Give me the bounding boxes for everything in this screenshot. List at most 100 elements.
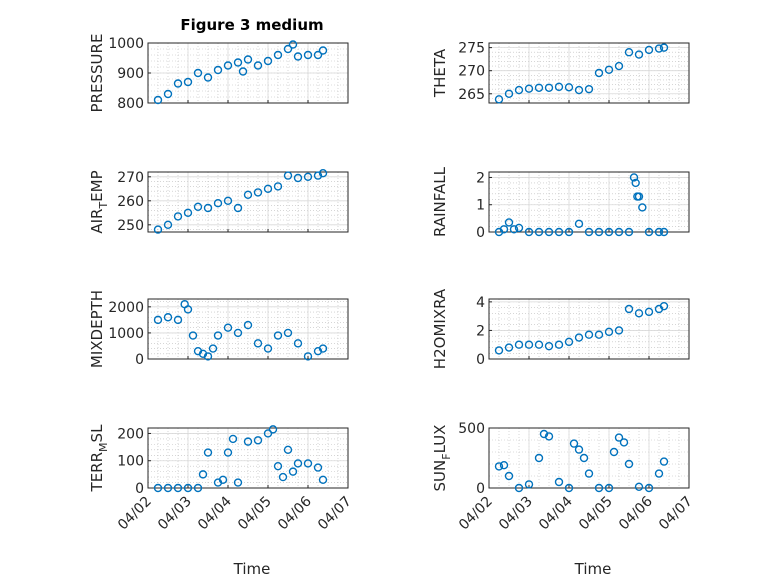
data-point	[504, 471, 514, 481]
data-point	[659, 457, 669, 466]
data-point	[253, 339, 263, 348]
subplot-sun-flux: 0 500 04/02 04/03 04/04 04/05 04/06 04/07 SUNFLU…	[431, 421, 696, 533]
data-point	[153, 315, 163, 325]
data-point	[654, 44, 664, 53]
data-point	[579, 453, 589, 463]
data-point	[243, 320, 253, 330]
data-point	[604, 65, 614, 74]
x-tick-label: 04/07	[656, 494, 696, 534]
data-point	[208, 344, 218, 353]
y-tick-label: 1000	[108, 36, 144, 52]
data-point	[504, 343, 514, 352]
data-point	[193, 202, 203, 212]
data-point	[318, 168, 328, 178]
data-point	[534, 83, 544, 92]
data-point	[283, 171, 293, 180]
data-point	[318, 475, 328, 485]
data-point	[534, 453, 544, 463]
data-point	[153, 483, 163, 493]
data-point	[544, 432, 554, 441]
data-point	[524, 227, 534, 237]
data-point	[253, 188, 263, 197]
data-point	[614, 326, 624, 335]
data-point	[594, 227, 604, 237]
y-tick-label: 2	[476, 323, 485, 339]
data-point	[188, 331, 198, 340]
data-point	[173, 212, 183, 221]
data-point	[303, 352, 313, 361]
data-point	[288, 467, 298, 476]
data-point	[293, 459, 303, 468]
y-tick-label: 2000	[108, 300, 144, 316]
data-point	[514, 340, 524, 349]
figure-title: Figure 3 medium	[180, 16, 323, 34]
data-point	[594, 483, 604, 493]
data-point	[624, 459, 634, 469]
y-tick-label: 800	[117, 96, 144, 112]
data-point	[263, 184, 273, 194]
data-point	[574, 219, 584, 229]
data-point	[203, 448, 213, 457]
axes-box	[488, 427, 690, 489]
data-point	[303, 50, 313, 60]
data-point	[223, 196, 233, 206]
data-point	[594, 68, 604, 78]
data-point	[509, 225, 519, 234]
data-point	[173, 79, 183, 88]
data-point	[564, 337, 574, 347]
y-tick-label: 500	[458, 421, 485, 437]
data-point	[629, 173, 639, 182]
data-point	[273, 182, 283, 191]
data-point	[604, 227, 614, 237]
x-tick-label: 04/04	[195, 493, 235, 533]
data-point	[534, 227, 544, 237]
subplot-theta: 265 270 275 THETA	[431, 41, 690, 104]
y-tick-label: 200	[117, 426, 144, 442]
data-point	[624, 48, 634, 57]
data-point	[554, 82, 564, 92]
data-point	[273, 50, 283, 60]
data-point	[564, 227, 574, 237]
y-tick-label: 1	[476, 198, 485, 214]
y-tick-label: 0	[476, 352, 485, 368]
y-tick-label: 100	[117, 454, 144, 470]
y-tick-label: 260	[117, 194, 144, 210]
data-point	[654, 469, 664, 478]
y-tick-label: 900	[117, 66, 144, 82]
data-point	[203, 352, 213, 361]
data-point	[263, 429, 273, 438]
data-point	[644, 227, 654, 237]
data-point	[554, 477, 564, 487]
data-point	[223, 323, 233, 332]
data-point	[153, 225, 163, 234]
data-point	[233, 58, 243, 67]
data-point	[163, 220, 173, 230]
data-point	[303, 172, 313, 182]
data-point	[631, 178, 640, 188]
y-tick-label: 4	[476, 295, 485, 311]
data-point	[228, 434, 238, 444]
data-point	[494, 95, 504, 104]
data-point	[288, 40, 298, 49]
subplot-h2omixra: 0 2 4 H2OMIXRA	[431, 288, 690, 369]
y-tick-label: 275	[458, 41, 485, 57]
data-point	[604, 327, 614, 337]
data-point	[544, 227, 554, 237]
y-tick-label: 270	[458, 64, 485, 80]
data-point	[293, 173, 303, 183]
data-point	[644, 483, 654, 493]
data-point	[313, 171, 323, 180]
data-point	[203, 203, 213, 213]
data-point	[644, 307, 654, 317]
data-point	[283, 328, 293, 338]
data-point	[584, 84, 594, 94]
data-point	[614, 61, 624, 71]
data-point	[253, 61, 263, 70]
data-point	[218, 475, 228, 485]
data-point	[173, 483, 183, 493]
data-point	[173, 315, 183, 325]
data-point	[534, 340, 544, 349]
